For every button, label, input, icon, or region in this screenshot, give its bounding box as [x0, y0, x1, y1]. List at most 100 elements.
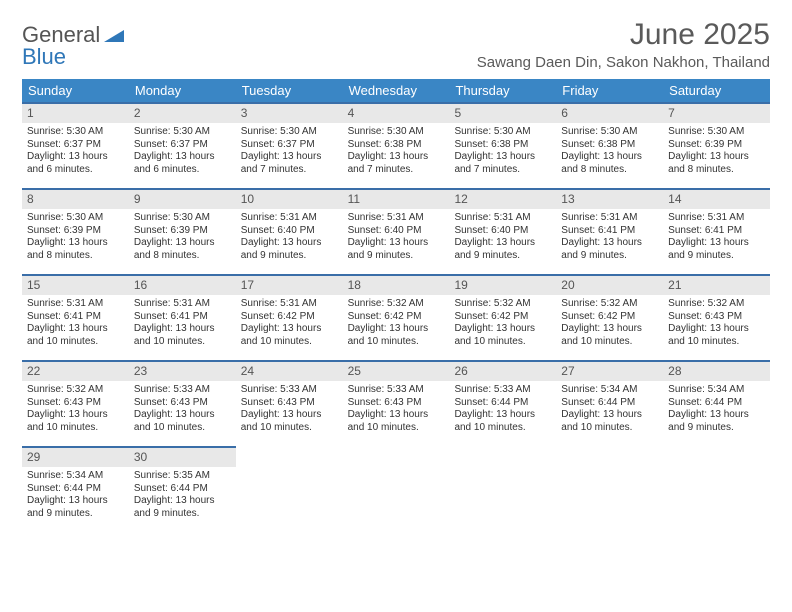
day-body: Sunrise: 5:31 AMSunset: 6:41 PMDaylight:… [663, 209, 770, 268]
daylight-line: Daylight: 13 hours and 9 minutes. [668, 237, 765, 262]
daylight-line: Daylight: 13 hours and 10 minutes. [241, 323, 338, 348]
calendar-day-cell [556, 446, 663, 526]
day-body: Sunrise: 5:30 AMSunset: 6:39 PMDaylight:… [663, 123, 770, 182]
day-number: 8 [22, 188, 129, 209]
sunset-line: Sunset: 6:44 PM [561, 397, 658, 410]
day-body: Sunrise: 5:33 AMSunset: 6:44 PMDaylight:… [449, 381, 556, 440]
day-body: Sunrise: 5:32 AMSunset: 6:43 PMDaylight:… [22, 381, 129, 440]
sunrise-line: Sunrise: 5:30 AM [454, 126, 551, 139]
calendar-day-cell: 2Sunrise: 5:30 AMSunset: 6:37 PMDaylight… [129, 102, 236, 182]
calendar-day-cell: 15Sunrise: 5:31 AMSunset: 6:41 PMDayligh… [22, 274, 129, 354]
day-number: 15 [22, 274, 129, 295]
brand-part2: Blue [22, 44, 66, 69]
calendar-day-cell: 6Sunrise: 5:30 AMSunset: 6:38 PMDaylight… [556, 102, 663, 182]
sunrise-line: Sunrise: 5:32 AM [668, 298, 765, 311]
day-number: 26 [449, 360, 556, 381]
daylight-line: Daylight: 13 hours and 8 minutes. [134, 237, 231, 262]
calendar-day-cell: 14Sunrise: 5:31 AMSunset: 6:41 PMDayligh… [663, 188, 770, 268]
daylight-line: Daylight: 13 hours and 7 minutes. [348, 151, 445, 176]
day-body: Sunrise: 5:31 AMSunset: 6:41 PMDaylight:… [129, 295, 236, 354]
daylight-line: Daylight: 13 hours and 10 minutes. [134, 409, 231, 434]
calendar-day-cell: 29Sunrise: 5:34 AMSunset: 6:44 PMDayligh… [22, 446, 129, 526]
sunset-line: Sunset: 6:37 PM [134, 139, 231, 152]
sunrise-line: Sunrise: 5:35 AM [134, 470, 231, 483]
sunset-line: Sunset: 6:40 PM [348, 225, 445, 238]
page-title: June 2025 [477, 18, 770, 52]
sunset-line: Sunset: 6:43 PM [134, 397, 231, 410]
day-body: Sunrise: 5:30 AMSunset: 6:37 PMDaylight:… [236, 123, 343, 182]
day-number: 14 [663, 188, 770, 209]
location-text: Sawang Daen Din, Sakon Nakhon, Thailand [477, 54, 770, 71]
day-body: Sunrise: 5:30 AMSunset: 6:38 PMDaylight:… [556, 123, 663, 182]
header: General Blue June 2025 Sawang Daen Din, … [22, 18, 770, 71]
day-body: Sunrise: 5:35 AMSunset: 6:44 PMDaylight:… [129, 467, 236, 526]
day-number: 27 [556, 360, 663, 381]
day-number: 18 [343, 274, 450, 295]
day-number: 20 [556, 274, 663, 295]
sunset-line: Sunset: 6:39 PM [668, 139, 765, 152]
sunrise-line: Sunrise: 5:34 AM [27, 470, 124, 483]
daylight-line: Daylight: 13 hours and 10 minutes. [27, 323, 124, 348]
sunset-line: Sunset: 6:39 PM [134, 225, 231, 238]
sunset-line: Sunset: 6:43 PM [668, 311, 765, 324]
day-body: Sunrise: 5:33 AMSunset: 6:43 PMDaylight:… [343, 381, 450, 440]
calendar-day-cell: 10Sunrise: 5:31 AMSunset: 6:40 PMDayligh… [236, 188, 343, 268]
day-body: Sunrise: 5:31 AMSunset: 6:41 PMDaylight:… [22, 295, 129, 354]
day-body: Sunrise: 5:32 AMSunset: 6:42 PMDaylight:… [343, 295, 450, 354]
calendar-day-cell: 16Sunrise: 5:31 AMSunset: 6:41 PMDayligh… [129, 274, 236, 354]
day-body: Sunrise: 5:30 AMSunset: 6:37 PMDaylight:… [129, 123, 236, 182]
day-body: Sunrise: 5:30 AMSunset: 6:39 PMDaylight:… [22, 209, 129, 268]
day-number: 21 [663, 274, 770, 295]
sunset-line: Sunset: 6:42 PM [454, 311, 551, 324]
day-number: 6 [556, 102, 663, 123]
day-number: 17 [236, 274, 343, 295]
sunset-line: Sunset: 6:43 PM [241, 397, 338, 410]
day-number: 19 [449, 274, 556, 295]
day-body: Sunrise: 5:31 AMSunset: 6:40 PMDaylight:… [236, 209, 343, 268]
sunrise-line: Sunrise: 5:30 AM [134, 212, 231, 225]
day-number: 29 [22, 446, 129, 467]
sunrise-line: Sunrise: 5:31 AM [348, 212, 445, 225]
calendar-grid: SundayMondayTuesdayWednesdayThursdayFrid… [22, 79, 770, 526]
sunset-line: Sunset: 6:43 PM [27, 397, 124, 410]
sunrise-line: Sunrise: 5:31 AM [241, 212, 338, 225]
sunrise-line: Sunrise: 5:33 AM [454, 384, 551, 397]
day-number: 16 [129, 274, 236, 295]
daylight-line: Daylight: 13 hours and 7 minutes. [241, 151, 338, 176]
calendar-day-cell: 4Sunrise: 5:30 AMSunset: 6:38 PMDaylight… [343, 102, 450, 182]
calendar-day-cell: 23Sunrise: 5:33 AMSunset: 6:43 PMDayligh… [129, 360, 236, 440]
sunset-line: Sunset: 6:38 PM [454, 139, 551, 152]
calendar-day-cell: 11Sunrise: 5:31 AMSunset: 6:40 PMDayligh… [343, 188, 450, 268]
daylight-line: Daylight: 13 hours and 9 minutes. [454, 237, 551, 262]
dow-header: Friday [556, 79, 663, 102]
title-block: June 2025 Sawang Daen Din, Sakon Nakhon,… [477, 18, 770, 71]
day-number: 4 [343, 102, 450, 123]
calendar-day-cell: 28Sunrise: 5:34 AMSunset: 6:44 PMDayligh… [663, 360, 770, 440]
daylight-line: Daylight: 13 hours and 6 minutes. [27, 151, 124, 176]
daylight-line: Daylight: 13 hours and 9 minutes. [668, 409, 765, 434]
calendar-day-cell: 21Sunrise: 5:32 AMSunset: 6:43 PMDayligh… [663, 274, 770, 354]
sunset-line: Sunset: 6:42 PM [241, 311, 338, 324]
day-number: 9 [129, 188, 236, 209]
sunset-line: Sunset: 6:44 PM [27, 483, 124, 496]
weeks-container: 1Sunrise: 5:30 AMSunset: 6:37 PMDaylight… [22, 102, 770, 526]
sunset-line: Sunset: 6:39 PM [27, 225, 124, 238]
sunrise-line: Sunrise: 5:30 AM [348, 126, 445, 139]
day-number: 25 [343, 360, 450, 381]
calendar-day-cell: 20Sunrise: 5:32 AMSunset: 6:42 PMDayligh… [556, 274, 663, 354]
brand-name: General Blue [22, 24, 124, 68]
calendar-day-cell: 1Sunrise: 5:30 AMSunset: 6:37 PMDaylight… [22, 102, 129, 182]
calendar-day-cell [236, 446, 343, 526]
day-number: 2 [129, 102, 236, 123]
day-body: Sunrise: 5:31 AMSunset: 6:41 PMDaylight:… [556, 209, 663, 268]
calendar-day-cell [449, 446, 556, 526]
calendar-day-cell: 17Sunrise: 5:31 AMSunset: 6:42 PMDayligh… [236, 274, 343, 354]
daylight-line: Daylight: 13 hours and 6 minutes. [134, 151, 231, 176]
calendar-day-cell: 5Sunrise: 5:30 AMSunset: 6:38 PMDaylight… [449, 102, 556, 182]
day-body: Sunrise: 5:34 AMSunset: 6:44 PMDaylight:… [663, 381, 770, 440]
daylight-line: Daylight: 13 hours and 10 minutes. [27, 409, 124, 434]
dow-header: Thursday [449, 79, 556, 102]
day-body: Sunrise: 5:31 AMSunset: 6:40 PMDaylight:… [343, 209, 450, 268]
calendar-day-cell: 30Sunrise: 5:35 AMSunset: 6:44 PMDayligh… [129, 446, 236, 526]
sunrise-line: Sunrise: 5:32 AM [348, 298, 445, 311]
